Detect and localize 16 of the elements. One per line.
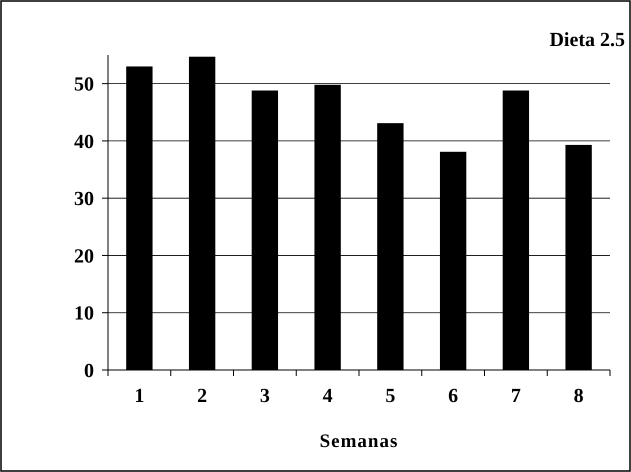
y-tick-label: 10 (74, 302, 94, 325)
chart-title: Dieta 2.5 (549, 29, 625, 51)
x-tick-label: 3 (260, 385, 270, 407)
x-tick-label: 6 (448, 385, 458, 407)
x-axis-title: Semanas (320, 431, 398, 452)
x-tick-label: 5 (385, 385, 396, 407)
x-tick-label: 2 (197, 385, 208, 407)
x-tick-label: 4 (322, 385, 333, 407)
y-tick-label: 20 (74, 245, 94, 268)
y-tick-label: 30 (74, 188, 94, 210)
y-tick-label: 0 (84, 360, 94, 382)
y-tick-label: 40 (74, 130, 94, 153)
x-tick-label: 7 (510, 385, 521, 407)
y-tick-label: 50 (74, 74, 94, 96)
x-tick-label: 1 (134, 385, 144, 407)
x-tick-label: 8 (574, 385, 584, 407)
